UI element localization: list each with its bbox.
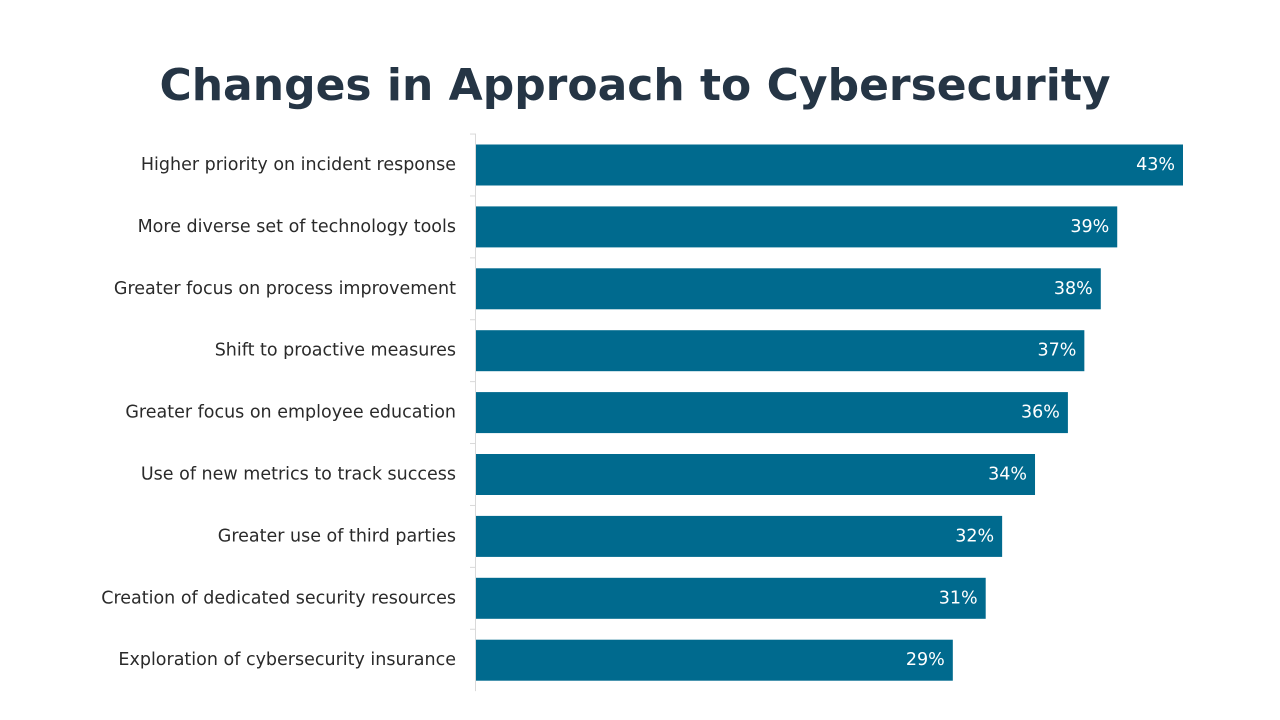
data-label: 34%: [988, 465, 1027, 485]
value-labels: 43% 39% 38% 37% 36% 34% 32% 31% 29%: [906, 155, 1175, 670]
data-label: 38%: [1054, 279, 1093, 299]
category-label: Creation of dedicated security resources: [101, 588, 456, 608]
category-label: Greater focus on employee education: [125, 403, 456, 423]
data-label: 32%: [955, 526, 994, 546]
data-label: 31%: [939, 588, 978, 608]
category-label: Greater use of third parties: [218, 526, 456, 546]
category-label: More diverse set of technology tools: [138, 217, 456, 237]
category-label: Greater focus on process improvement: [114, 279, 456, 299]
bar: [476, 330, 1085, 372]
bar: [476, 268, 1101, 310]
bar: [476, 206, 1118, 248]
category-label: Exploration of cybersecurity insurance: [118, 650, 456, 670]
data-label: 39%: [1070, 217, 1109, 237]
category-label: Higher priority on incident response: [141, 155, 456, 175]
chart-title: Changes in Approach to Cybersecurity: [159, 60, 1111, 111]
bar: [476, 515, 1003, 557]
bars: [476, 144, 1183, 681]
bar: [476, 144, 1183, 186]
category-axis: [470, 133, 476, 692]
data-label: 37%: [1037, 341, 1076, 361]
bar: [476, 639, 953, 681]
bar: [476, 454, 1036, 495]
category-labels: Higher priority on incident response More…: [101, 155, 456, 670]
data-label: 29%: [906, 650, 945, 670]
bar: [476, 577, 986, 619]
category-label: Use of new metrics to track success: [141, 465, 456, 485]
data-label: 43%: [1136, 155, 1175, 175]
category-label: Shift to proactive measures: [215, 341, 456, 361]
data-label: 36%: [1021, 403, 1060, 423]
bar: [476, 392, 1068, 434]
